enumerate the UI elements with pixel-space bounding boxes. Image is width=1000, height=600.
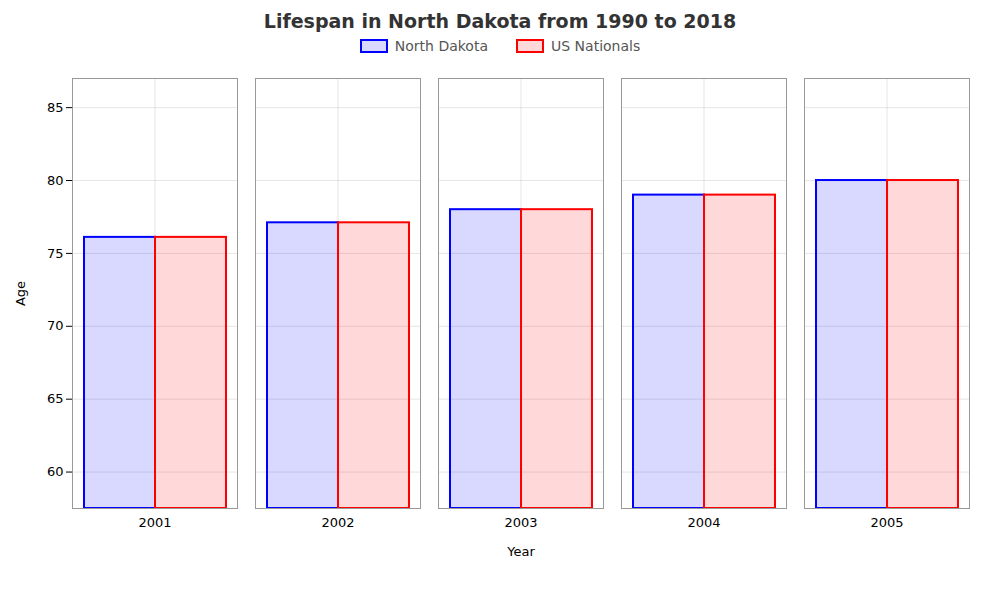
svg-text:2001: 2001: [138, 515, 171, 530]
svg-text:80: 80: [47, 173, 64, 188]
svg-text:70: 70: [47, 318, 64, 333]
svg-text:60: 60: [47, 464, 64, 479]
html-text:North Dakota: North Dakota: [394, 38, 488, 54]
html-text:Lifespan in North Dakota from: Lifespan in North Dakota from 1990 to 20…: [263, 10, 737, 32]
svg-text:2004: 2004: [687, 515, 720, 530]
svg-text:75: 75: [47, 246, 64, 261]
svg-text:85: 85: [47, 100, 64, 115]
html-text:US Nationals: US Nationals: [551, 38, 641, 54]
svg-text:2002: 2002: [321, 515, 354, 530]
svg-text:2003: 2003: [504, 515, 537, 530]
svg-text:2005: 2005: [870, 515, 903, 530]
svg-text:Year: Year: [506, 544, 535, 559]
svg-text:65: 65: [47, 391, 64, 406]
svg-text:Age: Age: [13, 281, 28, 306]
